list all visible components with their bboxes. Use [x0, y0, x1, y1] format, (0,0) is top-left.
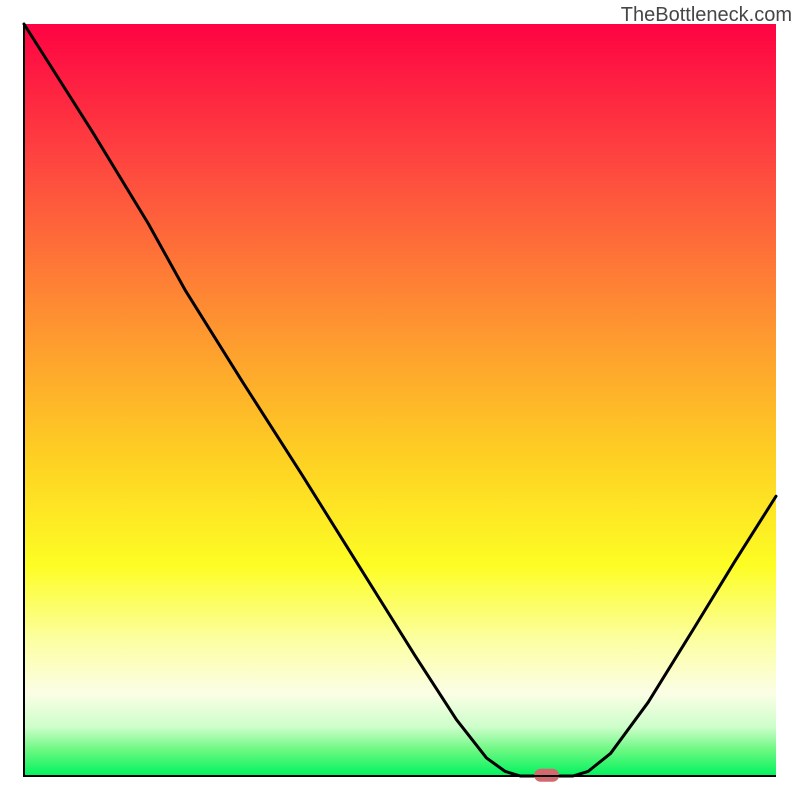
plot-background [24, 24, 776, 776]
chart-svg [0, 0, 800, 800]
bottleneck-chart: TheBottleneck.com [0, 0, 800, 800]
watermark-text: TheBottleneck.com [621, 4, 792, 27]
